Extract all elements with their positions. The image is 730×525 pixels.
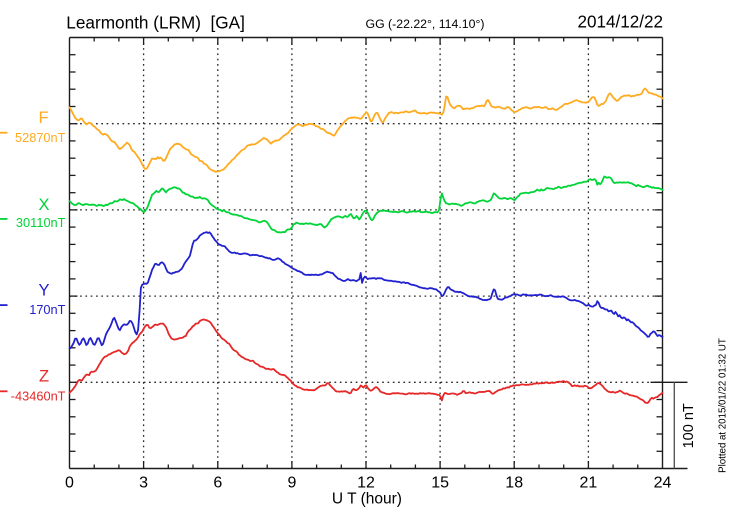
- svg-text:2014/12/22: 2014/12/22: [577, 13, 663, 32]
- svg-text:GG (-22.22°, 114.10°): GG (-22.22°, 114.10°): [366, 17, 485, 31]
- svg-text:12: 12: [357, 475, 375, 492]
- svg-text:24: 24: [654, 475, 672, 492]
- svg-text:Plotted at 2015/01/22 01:32 UT: Plotted at 2015/01/22 01:32 UT: [718, 338, 729, 473]
- svg-text:15: 15: [431, 475, 449, 492]
- svg-text:-43460nT: -43460nT: [11, 388, 66, 403]
- svg-text:170nT: 170nT: [29, 302, 65, 317]
- svg-text:0: 0: [65, 475, 74, 492]
- svg-text:9: 9: [287, 475, 296, 492]
- svg-text:F: F: [38, 109, 48, 127]
- svg-text:3: 3: [139, 475, 148, 492]
- svg-text:18: 18: [505, 475, 523, 492]
- svg-text:Y: Y: [38, 281, 49, 299]
- svg-text:U T (hour): U T (hour): [332, 491, 402, 508]
- svg-text:21: 21: [580, 475, 598, 492]
- svg-text:Learmonth (LRM) [GA]: Learmonth (LRM) [GA]: [66, 13, 245, 33]
- svg-text:100 nT: 100 nT: [681, 403, 697, 448]
- svg-text:30110nT: 30110nT: [16, 215, 66, 230]
- svg-text:6: 6: [213, 475, 222, 492]
- svg-text:Z: Z: [39, 368, 49, 386]
- svg-text:X: X: [38, 196, 49, 214]
- svg-text:52870nT: 52870nT: [15, 130, 66, 145]
